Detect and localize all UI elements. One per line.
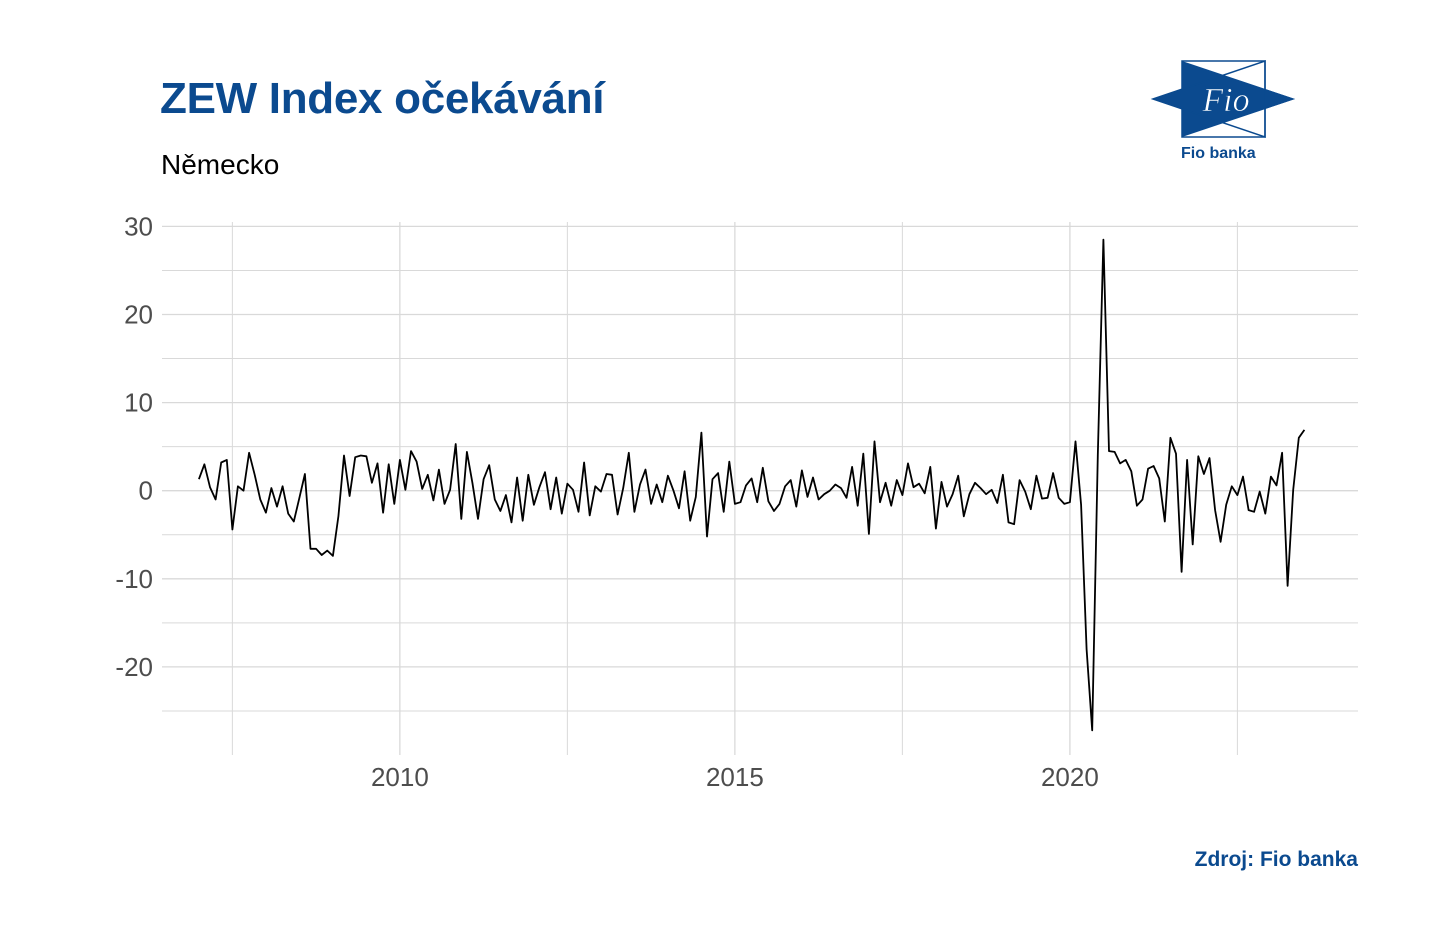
chart-title: ZEW Index očekávání	[160, 74, 605, 123]
y-tick-label: 10	[124, 388, 153, 418]
y-tick-label: 30	[124, 211, 153, 241]
logo-mark-text: Fio	[1201, 82, 1249, 119]
logo-label: Fio banka	[1181, 145, 1256, 162]
y-tick-label: 0	[139, 476, 153, 506]
x-tick-label: 2015	[706, 762, 764, 792]
y-tick-label: 20	[124, 300, 153, 330]
fio-logo-icon: Fio	[1150, 59, 1295, 139]
chart-subtitle: Německo	[161, 149, 280, 180]
y-tick-label: -10	[115, 564, 153, 594]
x-tick-label: 2010	[371, 762, 429, 792]
grid-layer	[162, 222, 1358, 755]
series-line	[198, 238, 1306, 732]
y-tick-label: -20	[115, 652, 153, 682]
series-layer	[198, 238, 1306, 732]
source-note: Zdroj: Fio banka	[1194, 848, 1358, 871]
x-tick-label: 2020	[1041, 762, 1099, 792]
